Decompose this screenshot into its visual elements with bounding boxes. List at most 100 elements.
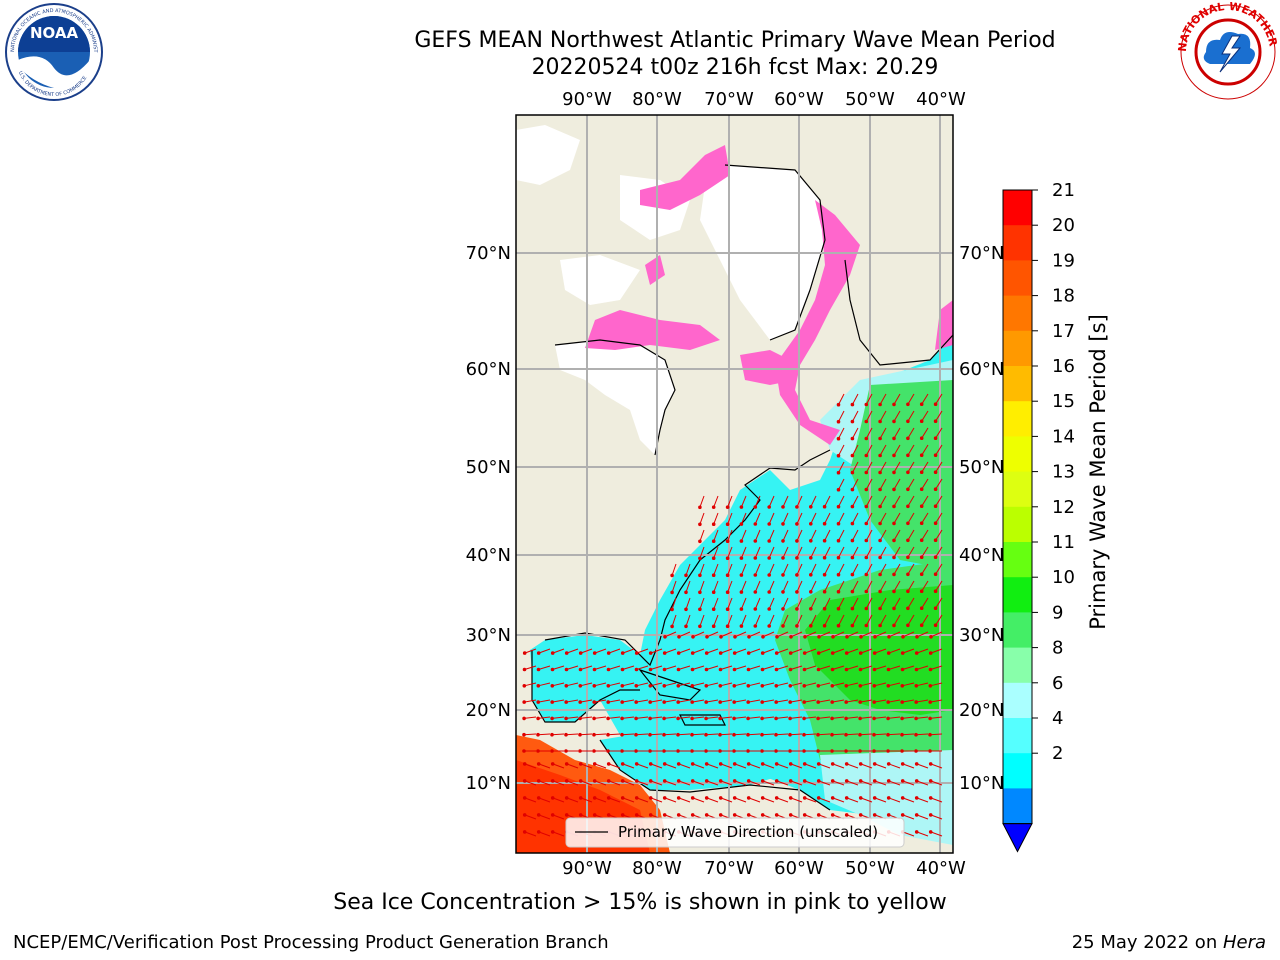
wave-arrow (782, 529, 789, 542)
wave-arrow (865, 444, 873, 456)
wave-arrow (678, 780, 691, 786)
wave-arrow (740, 614, 747, 627)
wave-arrow (566, 797, 579, 803)
wave-arrow-head (809, 573, 813, 577)
wave-arrow (859, 733, 873, 736)
wave-arrow (768, 546, 775, 559)
wave-arrow (720, 780, 733, 786)
wave-arrow-head (892, 589, 896, 594)
wave-arrow-head (698, 522, 702, 527)
wave-arrow-head (711, 590, 716, 595)
wave-arrow (879, 563, 887, 575)
caribbean-southeast-light (820, 750, 953, 845)
wave-arrow-head (906, 487, 910, 492)
wave-arrow (810, 563, 817, 576)
wave-arrow-head (872, 749, 876, 753)
wave-arrow-head (906, 504, 910, 509)
wave-arrow (650, 648, 663, 654)
wave-arrow-head (864, 402, 869, 407)
wave-arrow-head (670, 590, 674, 595)
wave-arrow (860, 763, 873, 769)
wave-arrow (538, 665, 551, 670)
wave-arrow (907, 495, 915, 507)
wave-arrow (594, 665, 607, 670)
wave-arrow-head (564, 762, 569, 766)
wave-arrow-head (900, 796, 905, 800)
wave-arrow-head (676, 684, 681, 688)
wave-arrow (671, 563, 677, 576)
wave-arrow-head (822, 589, 827, 594)
colorbar-label: Primary Wave Mean Period [s] (1086, 314, 1110, 630)
wave-arrow (888, 716, 901, 719)
wave-arrow-head (732, 762, 737, 766)
wave-arrow-head (892, 606, 896, 611)
wave-arrow (874, 665, 887, 670)
wave-arrow (594, 648, 607, 654)
wave-arrow-head (850, 606, 855, 611)
wave-arrow-head (822, 555, 827, 560)
wave-arrow-head (746, 651, 751, 655)
colorbar-segment (1003, 612, 1032, 649)
wave-arrow (873, 733, 887, 736)
wave-arrow-head (809, 539, 813, 543)
wave-arrow-head (564, 813, 569, 817)
wave-arrow (916, 831, 929, 837)
wave-arrow-head (844, 651, 849, 655)
wave-arrow-head (718, 716, 722, 721)
wave-arrow-head (919, 572, 924, 577)
wave-arrow (748, 763, 761, 769)
wave-arrow-head (536, 796, 541, 800)
wave-arrow-head (704, 762, 709, 766)
wave-arrow-head (892, 555, 896, 560)
wave-arrow (930, 648, 943, 654)
wave-arrow-head (886, 749, 890, 753)
wave-arrow-head (522, 796, 527, 800)
wave-arrow (888, 780, 901, 786)
lat-label-left-70n: 70°N (466, 243, 511, 264)
wave-arrow-head (592, 667, 597, 672)
sea-ice-islands (585, 310, 720, 350)
wave-arrow (524, 716, 537, 719)
wave-arrow (678, 682, 691, 687)
wave-arrow-head (886, 700, 891, 704)
wave-arrow (678, 665, 691, 670)
wave-arrow (832, 716, 845, 719)
wave-arrow (879, 597, 887, 609)
wave-arrow (699, 512, 705, 525)
wave-arrow (748, 797, 761, 803)
wave-arrow (879, 410, 887, 422)
wave-arrow (879, 478, 887, 490)
wave-arrow-head (662, 749, 666, 753)
wave-arrow (818, 716, 831, 719)
wave-arrow-head (676, 749, 680, 753)
wave-arrow-head (536, 749, 540, 753)
wave-arrow (832, 631, 845, 638)
wave-arrow-head (704, 779, 709, 783)
wave-arrow-head (698, 505, 702, 510)
wave-arrow (776, 797, 789, 803)
wave-arrow (865, 512, 873, 524)
wave-arrow-head (816, 684, 821, 688)
wave-arrow (902, 682, 915, 687)
wave-arrow (935, 597, 943, 609)
wave-arrow-head (550, 700, 555, 704)
wave-arrow-head (858, 762, 863, 766)
wave-arrow (921, 461, 929, 473)
wave-arrow (524, 648, 537, 654)
wave-arrow (566, 780, 579, 786)
wave-arrow (706, 716, 719, 719)
wave-arrow-head (634, 716, 638, 721)
wave-arrow-head (691, 635, 695, 639)
wave-arrow (706, 631, 719, 638)
colorbar-segment (1003, 682, 1032, 719)
wave-arrow-head (606, 749, 610, 753)
wave-arrow-head (933, 419, 938, 424)
wave-arrow-head (872, 651, 877, 655)
wave-arrow-head (753, 505, 758, 509)
wave-arrow (930, 831, 943, 837)
wave-arrow-head (928, 779, 933, 783)
wave-arrow-head (919, 470, 924, 475)
wave-arrow (916, 648, 929, 654)
wave-arrow-head (648, 716, 652, 721)
wave-arrow (552, 814, 565, 820)
